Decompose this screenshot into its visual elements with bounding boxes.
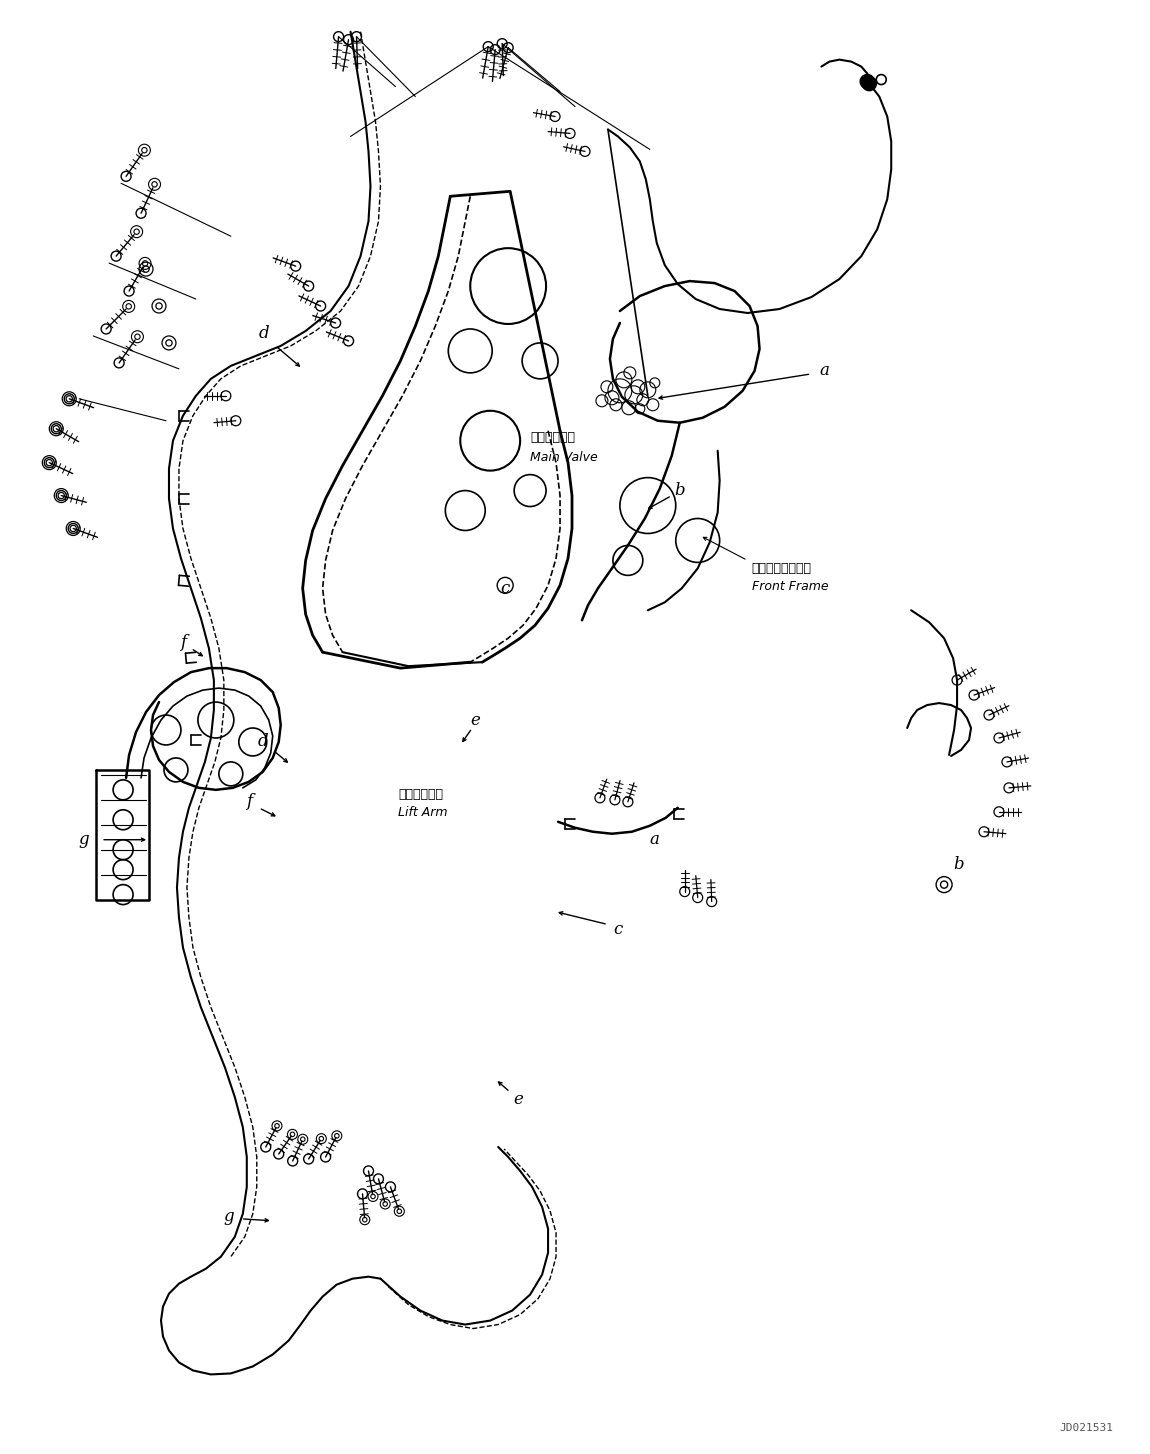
Text: g: g: [79, 832, 90, 848]
Text: Main Valve: Main Valve: [530, 451, 598, 464]
Text: メインバルブ: メインバルブ: [530, 430, 575, 443]
Text: c: c: [613, 920, 622, 938]
Text: a: a: [820, 362, 829, 379]
Circle shape: [862, 77, 876, 90]
Text: Lift Arm: Lift Arm: [398, 806, 448, 819]
Text: リフトアーム: リフトアーム: [398, 788, 444, 801]
Text: g: g: [223, 1208, 235, 1226]
Text: b: b: [674, 483, 685, 499]
Text: e: e: [470, 711, 481, 728]
Text: c: c: [500, 580, 509, 596]
Text: フロントフレーム: フロントフレーム: [752, 563, 812, 576]
Text: d: d: [258, 733, 268, 750]
Text: Front Frame: Front Frame: [752, 580, 828, 593]
Text: d: d: [259, 326, 269, 343]
Circle shape: [860, 74, 874, 89]
Text: JD021531: JD021531: [1059, 1423, 1113, 1434]
Text: b: b: [953, 856, 965, 874]
Text: f: f: [246, 794, 252, 810]
Text: a: a: [650, 832, 660, 848]
Text: e: e: [513, 1090, 523, 1108]
Text: f: f: [179, 634, 186, 651]
